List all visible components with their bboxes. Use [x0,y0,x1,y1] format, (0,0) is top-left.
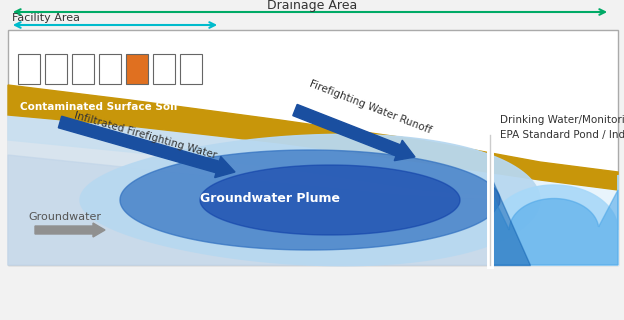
Polygon shape [8,100,618,265]
FancyArrow shape [293,104,415,161]
Bar [99,54,121,84]
Polygon shape [8,115,540,200]
Polygon shape [490,175,618,265]
Polygon shape [120,150,500,250]
Text: EPA Standard Pond / Index Reservoir: EPA Standard Pond / Index Reservoir [500,130,624,140]
Text: Drainage Area: Drainage Area [267,0,357,12]
Polygon shape [490,175,618,265]
Polygon shape [8,85,618,190]
FancyArrow shape [35,223,105,237]
Text: Firefighting Water Runoff: Firefighting Water Runoff [308,79,432,135]
Bar [153,54,175,84]
FancyBboxPatch shape [8,30,618,265]
Text: Contaminated Surface Soil: Contaminated Surface Soil [20,102,177,112]
FancyArrow shape [59,116,235,178]
Bar [180,54,202,84]
Text: Groundwater: Groundwater [28,212,101,222]
Text: Infiltrated Firefighting Water: Infiltrated Firefighting Water [72,110,217,160]
Polygon shape [200,165,460,235]
Bar [126,54,148,84]
Text: Groundwater Plume: Groundwater Plume [200,191,340,204]
Polygon shape [490,190,618,265]
Text: Facility Area: Facility Area [12,13,80,23]
Text: Drinking Water/Monitoring Well: Drinking Water/Monitoring Well [500,115,624,125]
Polygon shape [80,134,540,266]
Bar [45,54,67,84]
Bar [18,54,40,84]
Polygon shape [8,155,618,265]
Polygon shape [490,175,530,265]
Bar [72,54,94,84]
